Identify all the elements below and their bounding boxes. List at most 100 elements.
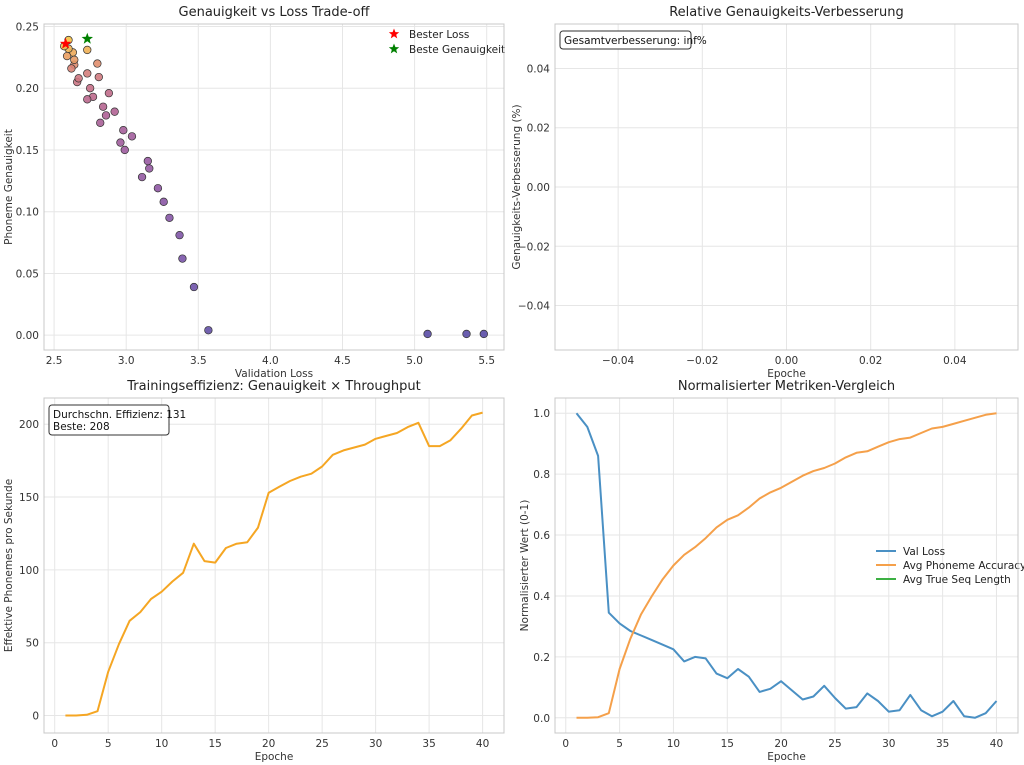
y-tick-label: 50: [26, 638, 39, 650]
annotation-text: Beste: 208: [53, 421, 110, 433]
y-tick-label: 100: [19, 565, 39, 577]
y-tick-label: 0: [32, 711, 39, 723]
x-axis-label: Epoche: [255, 751, 294, 763]
x-tick-label: 35: [422, 738, 435, 750]
y-tick-label: 0.05: [16, 268, 39, 280]
y-tick-label: 0.4: [533, 591, 550, 603]
scatter-point: [127, 132, 137, 141]
chart-title: Trainingseffizienz: Genauigkeit × Throug…: [126, 379, 420, 394]
x-tick-label: 15: [208, 738, 221, 750]
series-line: [65, 411, 483, 717]
y-tick-label: 0.6: [533, 530, 550, 542]
y-tick-label: 0.00: [527, 182, 550, 194]
y-tick-label: 200: [19, 419, 39, 431]
scatter-point: [120, 145, 129, 155]
x-tick-label: 5: [616, 738, 623, 750]
plot-frame: [554, 23, 1019, 351]
scatter-point: [479, 329, 488, 339]
x-tick-label: −0.02: [686, 355, 718, 367]
y-tick-label: 0.20: [16, 83, 39, 95]
x-tick-label: 5: [105, 738, 112, 750]
x-tick-label: 20: [774, 738, 787, 750]
x-tick-label: −0.04: [602, 355, 634, 367]
x-tick-label: 4.0: [262, 355, 279, 367]
x-tick-label: 40: [476, 738, 489, 750]
scatter-point: [159, 197, 168, 206]
y-tick-label: 1.0: [533, 408, 550, 420]
annotation-box: [559, 30, 692, 50]
y-axis-label: Genauigkeits-Verbesserung (%): [511, 104, 523, 269]
chart-title: Relative Genauigkeits-Verbesserung: [669, 5, 904, 20]
scatter-point: [74, 74, 83, 83]
scatter-point: [145, 164, 154, 173]
annotation-text: Gesamtverbesserung: inf%: [564, 35, 707, 47]
chart-title: Normalisierter Metriken-Vergleich: [678, 379, 895, 394]
x-tick-label: 0: [562, 738, 569, 750]
scatter-point: [119, 126, 128, 135]
chart-title: Genauigkeit vs Loss Trade-off: [179, 5, 371, 20]
scatter-point: [165, 213, 174, 223]
plot-frame: [554, 397, 1019, 734]
x-tick-label: 25: [315, 738, 328, 750]
legend-label: Bester Loss: [409, 29, 469, 41]
y-tick-label: 0.02: [527, 123, 550, 135]
scatter-point: [85, 84, 95, 93]
y-tick-label: 0.0: [533, 713, 550, 725]
scatter-point: [98, 102, 108, 111]
scatter-point: [189, 282, 199, 292]
legend-label: Beste Genauigkeit: [409, 44, 505, 56]
x-tick-label: 20: [262, 738, 275, 750]
chart-panel-1: 2.5 3.0 3.5 4.0 4.5 5.0 5.5 0.00 0.05 0.10 0.15 0.2…: [3, 5, 505, 380]
x-tick-label: 10: [667, 738, 680, 750]
y-tick-label: 0.04: [527, 63, 551, 75]
series-line: [576, 412, 997, 719]
legend-label: Avg Phoneme Accuracy: [903, 560, 1024, 572]
legend-star-icon: [388, 28, 400, 39]
scatter-point: [70, 55, 79, 64]
scatter-point: [153, 184, 163, 193]
x-tick-label: 0: [51, 738, 58, 750]
scatter-point: [101, 111, 111, 120]
legend-star-icon: [388, 43, 400, 54]
x-tick-label: 5.5: [478, 355, 495, 367]
scatter-point: [178, 254, 187, 263]
x-tick-label: 40: [990, 738, 1003, 750]
x-tick-label: 30: [369, 738, 382, 750]
scatter-point: [204, 326, 213, 335]
x-tick-label: 30: [882, 738, 895, 750]
x-axis-label: Validation Loss: [235, 368, 313, 380]
y-axis-label: Normalisierter Wert (0-1): [519, 500, 531, 632]
scatter-point: [96, 118, 105, 127]
y-tick-label: −0.02: [518, 241, 550, 253]
best-loss-star-marker: [59, 37, 72, 49]
y-tick-label: −0.04: [518, 301, 550, 313]
x-tick-label: 0.04: [943, 355, 967, 367]
scatter-point: [83, 69, 92, 78]
legend-label: Val Loss: [903, 546, 945, 558]
y-tick-label: 0.25: [16, 21, 39, 33]
scatter-point: [116, 138, 125, 147]
x-tick-label: 4.5: [334, 355, 351, 367]
scatter-point: [462, 329, 471, 339]
scatter-point: [83, 95, 92, 104]
x-tick-label: 5.0: [406, 355, 423, 367]
x-tick-label: 25: [828, 738, 841, 750]
annotation-text: Durchschn. Effizienz: 131: [53, 409, 186, 421]
plot-frame: [43, 397, 505, 734]
x-axis-label: Epoche: [767, 751, 806, 763]
x-tick-label: 0.00: [775, 355, 798, 367]
x-tick-label: 2.5: [46, 355, 63, 367]
x-tick-label: 15: [721, 738, 734, 750]
series-line: [575, 412, 998, 719]
y-tick-label: 0.8: [533, 469, 550, 481]
scatter-point: [110, 107, 119, 116]
plot-frame: [43, 23, 505, 351]
y-axis-label: Effektive Phonemes pro Sekunde: [3, 479, 15, 652]
y-tick-label: 0.10: [16, 207, 39, 219]
y-tick-label: 0.00: [16, 330, 39, 342]
y-tick-label: 0.15: [16, 145, 39, 157]
x-tick-label: 3.0: [118, 355, 135, 367]
scatter-point: [93, 59, 102, 68]
scatter-point: [175, 231, 184, 240]
